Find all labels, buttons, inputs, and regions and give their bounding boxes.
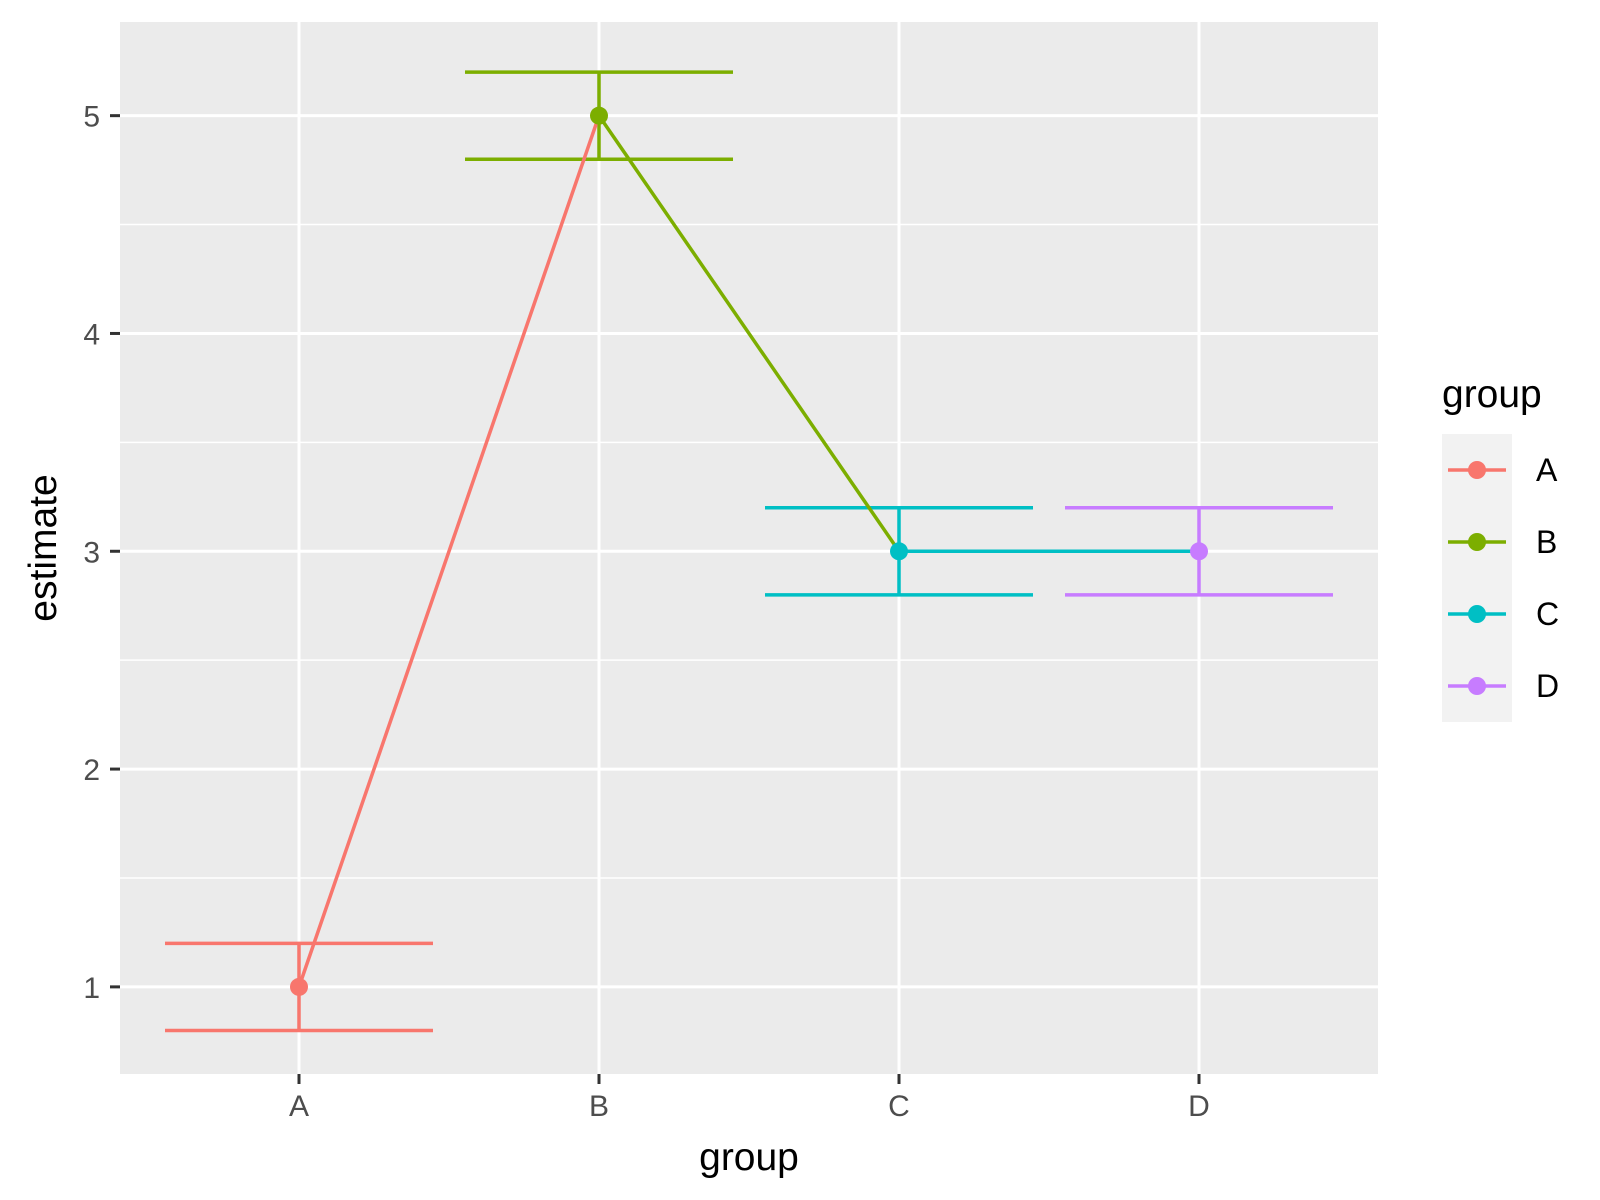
y-tick-label: 4 [83, 318, 100, 351]
x-tick-label: C [888, 1090, 910, 1123]
line-segment-A [297, 115, 601, 988]
x-tick-label: A [289, 1090, 309, 1123]
y-axis-title: estimate [22, 474, 65, 621]
y-tick-label: 1 [83, 972, 100, 1005]
data-point-B [590, 106, 608, 125]
legend-key-point [1468, 677, 1486, 695]
legend-label: C [1536, 596, 1559, 632]
legend-label: A [1536, 452, 1558, 488]
legend-item-D: D [1448, 668, 1559, 704]
legend-title: group [1442, 373, 1542, 416]
x-tick-label: D [1188, 1090, 1210, 1123]
legend-keys-background [1442, 434, 1512, 722]
legend-label: B [1536, 524, 1557, 560]
x-axis-title: group [699, 1136, 799, 1179]
y-tick-label: 5 [83, 101, 100, 134]
chart-marks [165, 70, 1333, 1033]
line-segment-B [597, 114, 901, 553]
data-point-C [890, 542, 908, 561]
legend-item-B: B [1448, 524, 1557, 560]
legend-key-point [1468, 533, 1486, 551]
plot-panel [120, 22, 1378, 1074]
data-point-D [1190, 542, 1208, 561]
y-tick-label: 2 [83, 754, 100, 787]
legend-item-A: A [1448, 452, 1558, 488]
legend-label: D [1536, 668, 1559, 704]
x-tick-label: B [589, 1090, 609, 1123]
data-point-A [290, 977, 308, 996]
legend-key-point [1468, 605, 1486, 623]
legend-item-C: C [1448, 596, 1559, 632]
legend-key-point [1468, 461, 1486, 479]
y-tick-label: 3 [83, 536, 100, 569]
axes: 1 2 3 4 5 A B C D [83, 101, 1210, 1123]
